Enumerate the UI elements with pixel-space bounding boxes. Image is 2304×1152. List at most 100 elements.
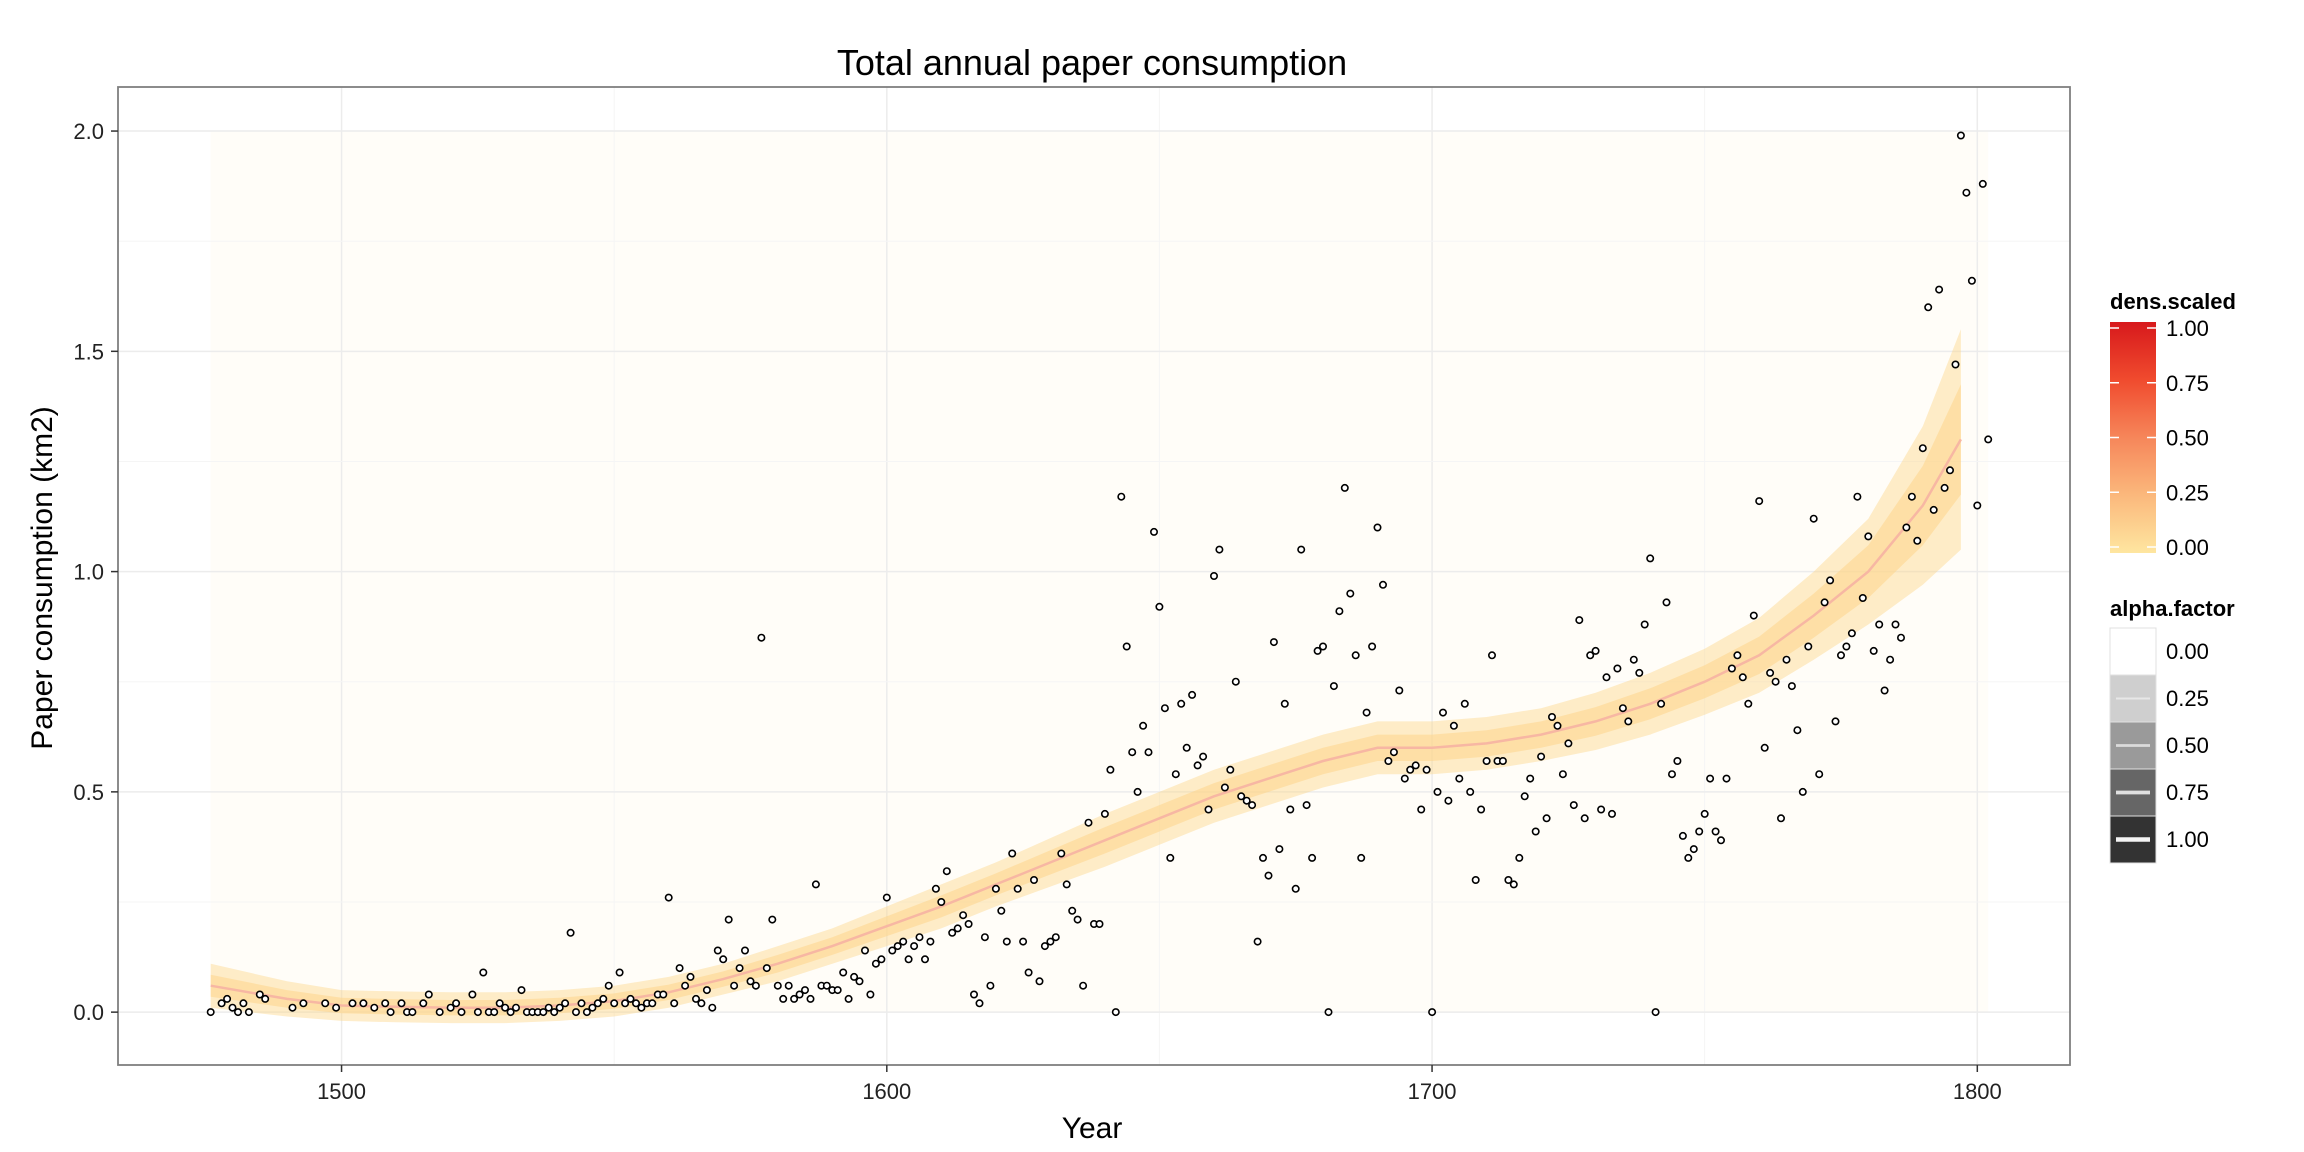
x-tick-label: 1500 (317, 1079, 366, 1104)
data-point (871, 959, 880, 968)
data-point (811, 880, 820, 889)
data-point (1226, 765, 1235, 774)
data-point (1673, 756, 1682, 765)
data-point (1946, 466, 1955, 475)
data-point (1008, 849, 1017, 858)
data-point (550, 1008, 559, 1017)
data-point (1471, 875, 1480, 884)
data-point (1455, 774, 1464, 783)
data-point (1324, 1008, 1333, 1017)
data-point (1210, 571, 1219, 580)
data-point (1575, 616, 1584, 625)
data-point (1597, 805, 1606, 814)
data-point (539, 1008, 548, 1017)
data-point (997, 906, 1006, 915)
data-point (1929, 505, 1938, 514)
data-point (681, 981, 690, 990)
data-point (1002, 937, 1011, 946)
data-point (751, 981, 760, 990)
data-point (495, 999, 504, 1008)
data-point (850, 972, 859, 981)
data-point (860, 946, 869, 955)
data-point (626, 994, 635, 1003)
data-point (1918, 444, 1927, 453)
data-point (1826, 576, 1835, 585)
data-point (1613, 664, 1622, 673)
data-point (1335, 607, 1344, 616)
data-point (1389, 748, 1398, 757)
data-point (1340, 483, 1349, 492)
data-point (1907, 492, 1916, 501)
data-point (1897, 633, 1906, 642)
data-point (435, 1008, 444, 1017)
x-tick-label: 1600 (862, 1079, 911, 1104)
data-point (1024, 968, 1033, 977)
data-point (1095, 919, 1104, 928)
panel-border (117, 86, 2071, 1066)
data-point (773, 981, 782, 990)
data-point (784, 981, 793, 990)
data-point (424, 990, 433, 999)
data-point (910, 942, 919, 951)
data-point (1068, 906, 1077, 915)
data-point (1362, 708, 1371, 717)
chart-title: Total annual paper consumption (837, 42, 1347, 83)
data-point (806, 994, 815, 1003)
data-point (1678, 831, 1687, 840)
data-point (1853, 492, 1862, 501)
data-point (599, 994, 608, 1003)
data-point (1940, 483, 1949, 492)
data-point (1875, 620, 1884, 629)
data-point (1886, 655, 1895, 664)
data-point (1858, 593, 1867, 602)
data-point (1569, 801, 1578, 810)
data-point (1351, 651, 1360, 660)
data-point (1531, 827, 1540, 836)
data-point (1504, 875, 1513, 884)
data-point (1913, 536, 1922, 545)
colorbar-label: 0.00 (2166, 535, 2209, 560)
data-point (1259, 853, 1268, 862)
data-point (1286, 805, 1295, 814)
alpha-key-label: 0.25 (2166, 686, 2209, 711)
data-point (571, 1008, 580, 1017)
data-point (288, 1003, 297, 1012)
colorbar-label: 0.50 (2166, 426, 2209, 451)
data-point (1787, 682, 1796, 691)
data-point (1444, 796, 1453, 805)
data-point (255, 990, 264, 999)
data-point (1646, 554, 1655, 563)
grid (118, 87, 2070, 1065)
data-point (479, 968, 488, 977)
data-point (1406, 765, 1415, 774)
data-point (1924, 303, 1933, 312)
data-point (833, 986, 842, 995)
alpha-key-label: 0.00 (2166, 639, 2209, 664)
data-point (1106, 765, 1115, 774)
data-points (206, 131, 1993, 1017)
data-point (1651, 1008, 1660, 1017)
data-point (937, 897, 946, 906)
data-point (517, 986, 526, 995)
data-point (588, 1003, 597, 1012)
data-point (261, 994, 270, 1003)
data-point (1509, 880, 1518, 889)
colorbar-label: 0.75 (2166, 371, 2209, 396)
alpha-key-label: 0.75 (2166, 780, 2209, 805)
data-point (1488, 651, 1497, 660)
data-point (1700, 809, 1709, 818)
data-point (1744, 699, 1753, 708)
data-point (1804, 642, 1813, 651)
data-point (1591, 646, 1600, 655)
data-point (795, 990, 804, 999)
data-point (1062, 880, 1071, 889)
legend-title-dens-scaled: dens.scaled (2110, 289, 2236, 314)
data-point (1319, 642, 1328, 651)
data-point (1242, 796, 1251, 805)
data-point (1984, 435, 1993, 444)
data-point (452, 999, 461, 1008)
data-point (1684, 853, 1693, 862)
data-point (1624, 717, 1633, 726)
data-point (686, 972, 695, 981)
